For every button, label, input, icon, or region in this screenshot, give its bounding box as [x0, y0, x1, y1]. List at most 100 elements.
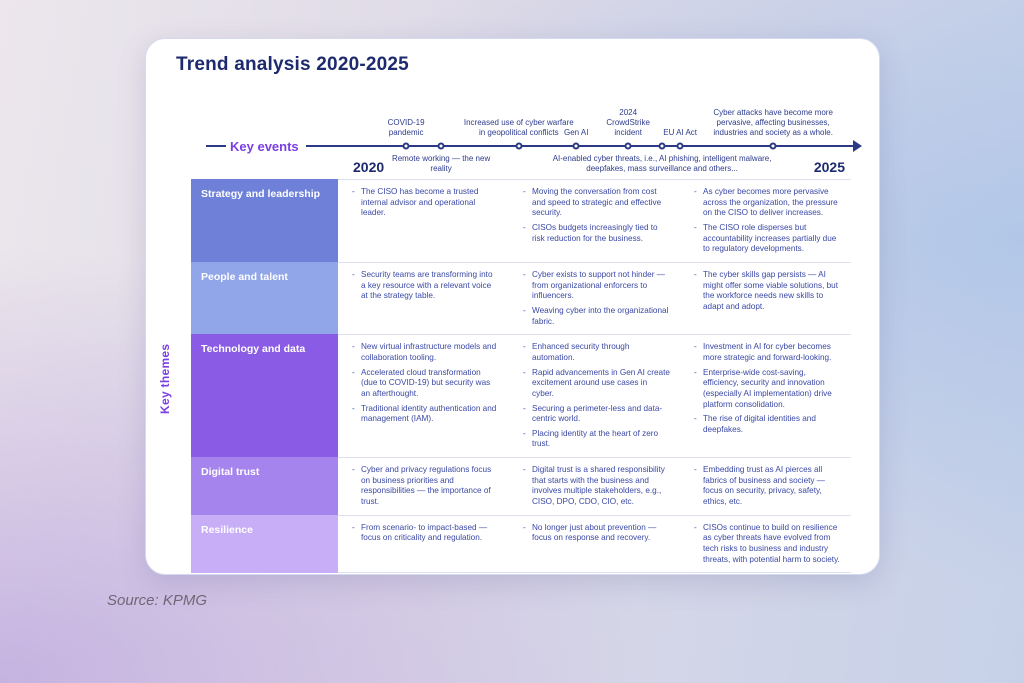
- timeline-dot-icon: [437, 142, 445, 150]
- timeline-event-label: EU AI Act: [663, 128, 698, 137]
- timeline-dot-icon: [676, 142, 684, 150]
- bullet-list: Security teams are transforming into a k…: [352, 270, 499, 302]
- timeline-event-label: AI-enabled cyber threats, i.e., AI phish…: [552, 154, 772, 173]
- bullet-item: Rapid advancements in Gen AI create exci…: [523, 368, 670, 400]
- cell-2020: Cyber and privacy regulations focus on b…: [338, 457, 509, 515]
- bullet-item: CISOs continue to build on resilience as…: [694, 523, 841, 566]
- bullet-list: No longer just about prevention — focus …: [523, 523, 670, 544]
- timeline-event: Remote working — the new reality: [382, 69, 500, 179]
- cell-mid: Moving the conversation from cost and sp…: [509, 179, 680, 262]
- theme-label: Digital trust: [191, 457, 338, 515]
- cell-mid: No longer just about prevention — focus …: [509, 514, 680, 574]
- bullet-item: The rise of digital identities and deepf…: [694, 414, 841, 435]
- cell-2025: Investment in AI for cyber becomes more …: [680, 334, 851, 457]
- theme-label: Resilience: [191, 514, 338, 574]
- bullet-item: Accelerated cloud transformation (due to…: [352, 368, 499, 400]
- bullet-item: Embedding trust as AI pierces all fabric…: [694, 465, 841, 508]
- theme-label: Strategy and leadership: [191, 179, 338, 262]
- timeline-event-label: Increased use of cyber warfare in geopol…: [463, 118, 574, 137]
- bullet-item: Weaving cyber into the organizational fa…: [523, 306, 670, 327]
- key-events-timeline: Key events COVID-19 pandemic Remote work…: [146, 69, 879, 179]
- bullet-item: Moving the conversation from cost and sp…: [523, 187, 670, 219]
- bullet-item: Cyber exists to support not hinder — fro…: [523, 270, 670, 302]
- timeline-event: EU AI Act: [652, 69, 708, 179]
- bullet-item: Placing identity at the heart of zero tr…: [523, 429, 670, 450]
- bullet-item: Digital trust is a shared responsibility…: [523, 465, 670, 508]
- key-themes-label: Key themes: [158, 343, 172, 415]
- timeline-event: COVID-19 pandemic: [378, 69, 434, 179]
- bullet-list: The CISO has become a trusted internal a…: [352, 187, 499, 219]
- bullet-item: The cyber skills gap persists — AI might…: [694, 270, 841, 313]
- cell-mid: Enhanced security through automation. Rap…: [509, 334, 680, 457]
- timeline-event: 2024 CrowdStrike incident: [599, 69, 657, 179]
- timeline-event: Gen AI: [551, 69, 601, 179]
- bullet-item: Traditional identity authentication and …: [352, 404, 499, 425]
- bullet-item: Enterprise-wide cost-saving, efficiency,…: [694, 368, 841, 411]
- timeline-event-label: Cyber attacks have become more pervasive…: [713, 108, 833, 137]
- bullet-item: Cyber and privacy regulations focus on b…: [352, 465, 499, 508]
- cell-2020: New virtual infrastructure models and co…: [338, 334, 509, 457]
- bullet-list: CISOs continue to build on resilience as…: [694, 523, 841, 566]
- table-row: People and talent Security teams are tra…: [191, 261, 851, 335]
- bullet-item: From scenario- to impact-based — focus o…: [352, 523, 499, 544]
- table-row: Digital trust Cyber and privacy regulati…: [191, 457, 851, 515]
- timeline-dot-icon: [515, 142, 523, 150]
- cell-2025: As cyber becomes more pervasive across t…: [680, 179, 851, 262]
- timeline-dot-icon: [624, 142, 632, 150]
- timeline-dot-icon: [658, 142, 666, 150]
- cell-2025: Embedding trust as AI pierces all fabric…: [680, 457, 851, 515]
- bullet-list: Moving the conversation from cost and sp…: [523, 187, 670, 244]
- cell-2020: From scenario- to impact-based — focus o…: [338, 514, 509, 574]
- cell-2025: The cyber skills gap persists — AI might…: [680, 261, 851, 334]
- bullet-list: Digital trust is a shared responsibility…: [523, 465, 670, 508]
- timeline-event-label: Remote working — the new reality: [391, 154, 491, 173]
- timeline-event: AI-enabled cyber threats, i.e., AI phish…: [542, 69, 782, 179]
- bullet-list: Investment in AI for cyber becomes more …: [694, 342, 841, 435]
- bullet-list: Enhanced security through automation. Rap…: [523, 342, 670, 450]
- source-attribution: Source: KPMG: [107, 592, 208, 609]
- bullet-item: Investment in AI for cyber becomes more …: [694, 342, 841, 363]
- table-row: Resilience From scenario- to impact-base…: [191, 514, 851, 574]
- page-title: Trend analysis 2020-2025: [176, 54, 409, 75]
- bullet-item: CISOs budgets increasingly tied to risk …: [523, 223, 670, 244]
- timeline-leading-segment: [206, 145, 226, 147]
- bullet-item: As cyber becomes more pervasive across t…: [694, 187, 841, 219]
- bullet-item: Enhanced security through automation.: [523, 342, 670, 363]
- timeline-dot-icon: [572, 142, 580, 150]
- table-row: Strategy and leadership The CISO has bec…: [191, 179, 851, 262]
- timeline-dot-icon: [402, 142, 410, 150]
- bullet-list: New virtual infrastructure models and co…: [352, 342, 499, 425]
- cell-2020: The CISO has become a trusted internal a…: [338, 179, 509, 262]
- bullet-item: Securing a perimeter-less and data-centr…: [523, 404, 670, 425]
- timeline-event: Increased use of cyber warfare in geopol…: [463, 69, 575, 179]
- bullet-item: Security teams are transforming into a k…: [352, 270, 499, 302]
- key-events-label: Key events: [230, 139, 299, 154]
- timeline-event: Cyber attacks have become more pervasive…: [699, 69, 847, 179]
- year-2025-header: 2025: [813, 159, 845, 175]
- cell-2025: CISOs continue to build on resilience as…: [680, 514, 851, 574]
- trend-analysis-card: Trend analysis 2020-2025 Key events COVI…: [145, 38, 880, 575]
- bullet-item: The CISO has become a trusted internal a…: [352, 187, 499, 219]
- timeline-dot-icon: [769, 142, 777, 150]
- bullet-item: No longer just about prevention — focus …: [523, 523, 670, 544]
- cell-2020: Security teams are transforming into a k…: [338, 261, 509, 334]
- bullet-item: The CISO role disperses but accountabili…: [694, 223, 841, 255]
- cell-mid: Cyber exists to support not hinder — fro…: [509, 261, 680, 334]
- year-2020-header: 2020: [353, 159, 385, 175]
- bullet-list: Embedding trust as AI pierces all fabric…: [694, 465, 841, 508]
- themes-table: Strategy and leadership The CISO has bec…: [191, 179, 851, 574]
- bullet-list: Cyber exists to support not hinder — fro…: [523, 270, 670, 327]
- bullet-list: From scenario- to impact-based — focus o…: [352, 523, 499, 544]
- theme-label: People and talent: [191, 261, 338, 335]
- bullet-item: New virtual infrastructure models and co…: [352, 342, 499, 363]
- table-row: Technology and data New virtual infrastr…: [191, 334, 851, 458]
- bullet-list: As cyber becomes more pervasive across t…: [694, 187, 841, 255]
- bullet-list: The cyber skills gap persists — AI might…: [694, 270, 841, 313]
- timeline-arrow-icon: [853, 140, 862, 152]
- theme-label: Technology and data: [191, 334, 338, 458]
- timeline-track: COVID-19 pandemic Remote working — the n…: [306, 69, 853, 179]
- timeline-event-label: 2024 CrowdStrike incident: [606, 108, 650, 137]
- timeline-event-label: COVID-19 pandemic: [387, 118, 425, 137]
- bullet-list: Cyber and privacy regulations focus on b…: [352, 465, 499, 508]
- cell-mid: Digital trust is a shared responsibility…: [509, 457, 680, 515]
